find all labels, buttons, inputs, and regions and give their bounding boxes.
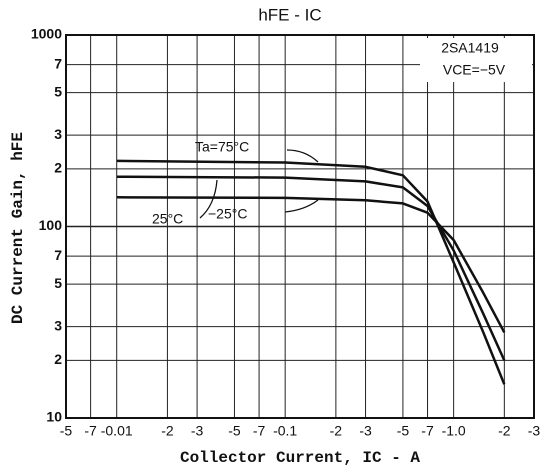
x-tick-label: -2: [161, 423, 174, 439]
annotation: 2SA1419: [441, 40, 499, 56]
annotation-box: [420, 38, 532, 82]
series-label: −25°C: [208, 206, 247, 222]
x-tick-label: -7: [253, 423, 266, 439]
y-tick-label: 7: [54, 247, 62, 263]
y-tick-label: 100: [39, 217, 63, 233]
x-tick-label: -2: [498, 423, 511, 439]
x-tick-label: -3: [191, 423, 204, 439]
x-tick-label: -7: [421, 423, 434, 439]
series-line: [116, 196, 506, 333]
y-tick-label: 5: [54, 83, 62, 99]
y-axis-label: DC Current Gain, hFE: [9, 132, 27, 324]
x-tick-label: -5: [60, 423, 73, 439]
series-label: 25°C: [152, 211, 183, 227]
series-line: [116, 159, 506, 385]
y-tick-label: 7: [54, 55, 62, 71]
x-tick-label: -0.01: [101, 423, 133, 439]
x-tick-label: -5: [228, 423, 241, 439]
series-label: Ta=75°C: [195, 139, 249, 155]
x-tick-label: -0.1: [273, 423, 297, 439]
arrow: [284, 199, 319, 213]
chart-title: hFE - IC: [258, 5, 321, 24]
x-tick-label: -3: [359, 423, 372, 439]
y-tick-label: 1000: [31, 26, 62, 42]
y-tick-label: 5: [54, 275, 62, 291]
plot-frame: [65, 34, 535, 419]
y-tick-label: 10: [46, 409, 62, 425]
series-line: [116, 175, 506, 361]
x-tick-label: -7: [84, 423, 97, 439]
y-tick-label: 3: [54, 126, 62, 142]
x-tick-label: -3: [528, 423, 541, 439]
x-tick-label: -2: [330, 423, 343, 439]
annotation: VCE=−5V: [443, 62, 506, 78]
x-axis-label: Collector Current, IC - A: [180, 449, 420, 467]
arrow: [199, 179, 218, 219]
y-tick-label: 2: [54, 351, 62, 367]
x-tick-label: -1.0: [442, 423, 466, 439]
y-tick-label: 2: [54, 160, 62, 176]
y-tick-label: 3: [54, 317, 62, 333]
x-tick-label: -5: [397, 423, 410, 439]
arrows: [199, 149, 319, 219]
arrow: [286, 149, 319, 163]
